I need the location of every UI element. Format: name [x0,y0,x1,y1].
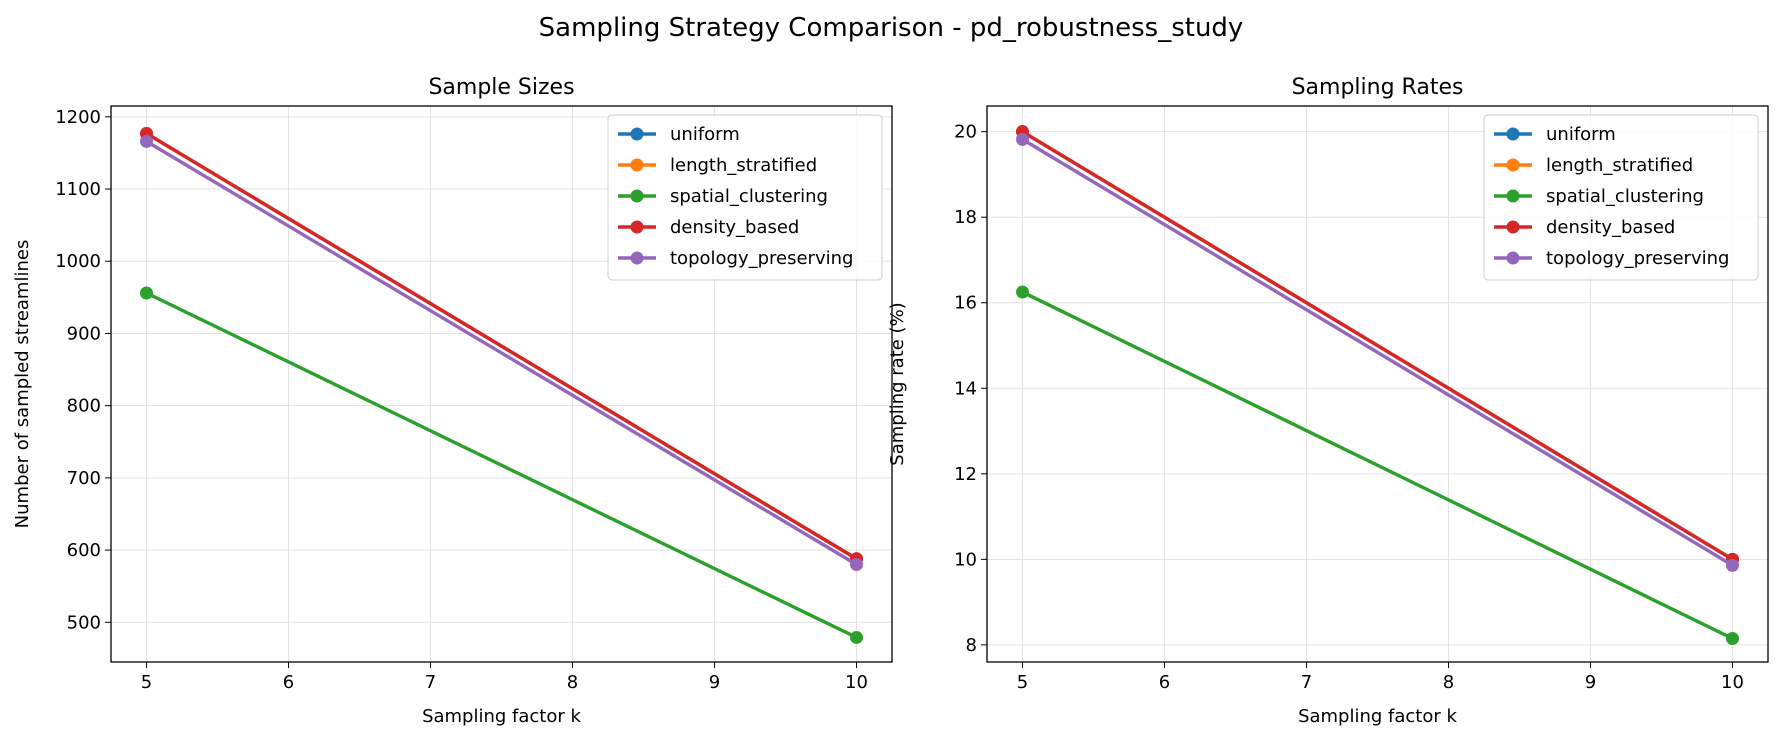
axes-frame [986,105,1769,663]
x-tick-label: 10 [1721,672,1744,693]
legend-marker-uniform [630,127,644,141]
y-tick-label: 16 [954,293,977,314]
legend-marker-topology_preserving [1506,251,1520,265]
legend-marker-topology_preserving [630,251,644,265]
legend-label-length_stratified: length_stratified [1546,155,1693,176]
y-axis-label: Sampling rate (%) [887,302,908,465]
y-tick-label: 800 [67,396,101,417]
x-tick-label: 6 [283,672,294,693]
panel-title: Sample Sizes [428,75,574,100]
x-tick-label: 10 [845,672,868,693]
panel-title: Sampling Rates [1292,75,1464,100]
y-tick-label: 1100 [55,179,101,200]
legend-label-uniform: uniform [1546,124,1616,145]
y-tick-label: 1200 [55,107,101,128]
y-tick-label: 900 [67,323,101,344]
legend-marker-density_based [630,220,644,234]
legend-marker-density_based [1506,220,1520,234]
y-tick-label: 700 [67,468,101,489]
legend-label-topology_preserving: topology_preserving [1546,248,1729,269]
legend-box [1483,114,1759,281]
series-line-density_based [1021,130,1734,561]
x-tick-label: 8 [567,672,578,693]
legend-marker-spatial_clustering [630,189,644,203]
x-axis-label: Sampling factor k [422,706,581,727]
x-tick-label: 7 [425,672,436,693]
series-line-density_based [145,131,858,561]
legend-marker-length_stratified [1506,158,1520,172]
data-point-spatial_clustering [1726,631,1739,645]
legend-marker-uniform [1506,127,1520,141]
y-tick-label: 20 [954,122,977,143]
legend-label-topology_preserving: topology_preserving [670,248,853,269]
y-tick-label: 10 [954,549,977,570]
y-tick-label: 600 [67,540,101,561]
y-tick-label: 14 [954,378,977,399]
legend-label-length_stratified: length_stratified [670,155,817,176]
series-line-topology_preserving [1021,137,1734,567]
x-axis-label: Sampling factor k [1298,706,1457,727]
data-point-topology_preserving [1726,558,1739,572]
series-line-topology_preserving [145,139,858,566]
y-axis-label: Number of sampled streamlines [12,240,33,529]
legend-marker-length_stratified [630,158,644,172]
x-tick-label: 5 [1017,672,1028,693]
x-tick-label: 9 [1585,672,1596,693]
x-tick-label: 7 [1301,672,1312,693]
legend-marker-spatial_clustering [1506,189,1520,203]
y-tick-label: 1000 [55,251,101,272]
figure-title: Sampling Strategy Comparison - pd_robust… [539,13,1244,43]
y-tick-label: 18 [954,207,977,228]
data-point-spatial_clustering [850,630,863,644]
series-line-spatial_clustering [145,291,858,639]
x-tick-label: 6 [1159,672,1170,693]
x-tick-label: 5 [141,672,152,693]
y-tick-label: 8 [966,635,977,656]
legend-label-uniform: uniform [670,124,740,145]
axes-frame [110,105,893,663]
data-point-topology_preserving [1016,132,1029,146]
series-line-spatial_clustering [1021,290,1734,641]
legend-label-density_based: density_based [1546,217,1675,238]
data-point-topology_preserving [140,134,153,148]
legend-label-spatial_clustering: spatial_clustering [1546,186,1704,207]
legend-box [607,114,883,281]
legend-label-density_based: density_based [670,217,799,238]
y-tick-label: 500 [67,612,101,633]
sample-sizes-panel: 5 6 7 8 9 10 500 600 700 800 900 1000 1100 1200 Sample… [12,75,893,727]
data-point-spatial_clustering [140,286,153,300]
x-tick-label: 9 [709,672,720,693]
y-tick-label: 12 [954,464,977,485]
legend: uniform length_stratified spatial_clusteri… [1483,114,1759,281]
sampling-rates-panel: 5 6 7 8 9 10 8 10 12 14 16 18 20 Sampling Rates Sampli… [887,75,1769,727]
data-point-spatial_clustering [1016,285,1029,299]
x-tick-label: 8 [1443,672,1454,693]
legend: uniform length_stratified spatial_clusteri… [607,114,883,281]
legend-label-spatial_clustering: spatial_clustering [670,186,828,207]
data-point-topology_preserving [850,558,863,572]
